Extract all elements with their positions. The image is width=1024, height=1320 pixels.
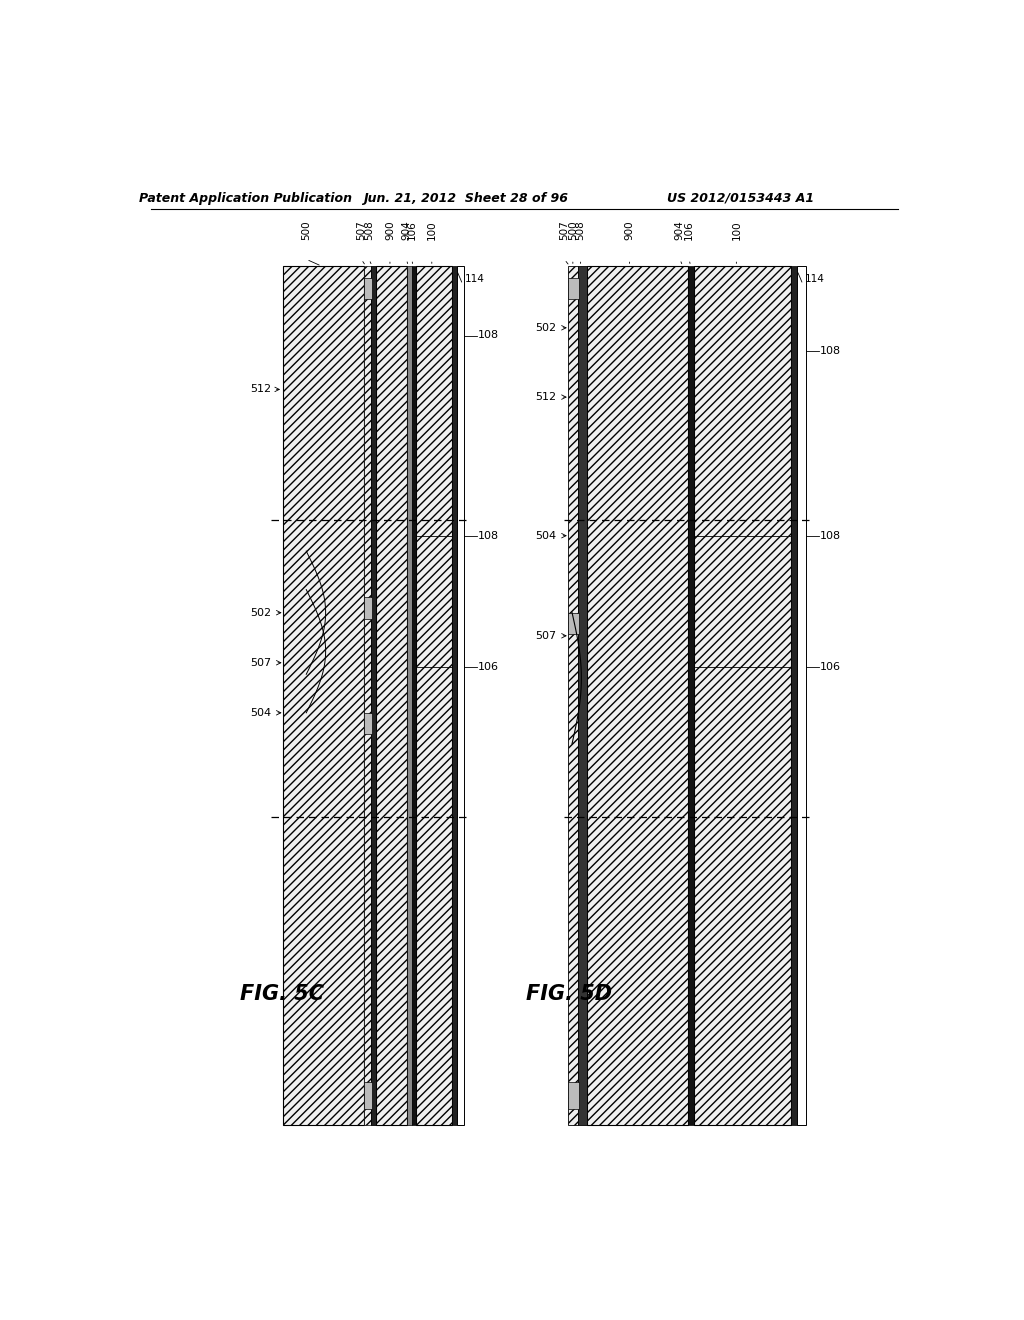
Bar	[797, 267, 806, 1125]
Text: US 2012/0153443 A1: US 2012/0153443 A1	[667, 191, 814, 205]
Text: 507: 507	[559, 220, 569, 240]
Bar	[568, 277, 579, 300]
Bar	[364, 713, 372, 734]
Text: 904: 904	[401, 220, 412, 240]
Text: 904: 904	[675, 220, 685, 240]
Text: 508: 508	[575, 220, 586, 240]
Text: FIG. 5D: FIG. 5D	[525, 983, 611, 1003]
Text: 508: 508	[364, 220, 374, 240]
Bar	[457, 267, 464, 1125]
Text: 500: 500	[301, 220, 311, 240]
Bar	[364, 1082, 372, 1109]
Text: 504: 504	[536, 531, 557, 541]
Bar	[587, 267, 687, 1125]
Bar	[364, 598, 372, 619]
Text: 502: 502	[536, 323, 557, 333]
Text: 500: 500	[568, 220, 578, 240]
Bar	[407, 267, 412, 1125]
Text: 504: 504	[250, 708, 271, 718]
Bar	[687, 267, 693, 1125]
Bar	[364, 277, 372, 300]
Bar	[568, 267, 578, 1125]
Bar	[791, 267, 797, 1125]
Bar	[578, 267, 587, 1125]
Text: 507: 507	[536, 631, 557, 640]
Text: Patent Application Publication: Patent Application Publication	[139, 191, 352, 205]
Text: 106: 106	[684, 220, 694, 240]
Bar	[376, 267, 407, 1125]
Text: 100: 100	[427, 220, 437, 240]
Bar	[371, 267, 376, 1125]
Text: 512: 512	[250, 384, 271, 395]
Text: 900: 900	[385, 220, 395, 240]
Text: 106: 106	[478, 661, 500, 672]
Text: 507: 507	[356, 220, 367, 240]
Text: 114: 114	[464, 273, 484, 284]
Text: 100: 100	[731, 220, 741, 240]
Bar	[693, 267, 791, 1125]
Bar	[283, 267, 365, 1125]
Text: 900: 900	[625, 220, 635, 240]
Text: Jun. 21, 2012  Sheet 28 of 96: Jun. 21, 2012 Sheet 28 of 96	[362, 191, 567, 205]
Bar	[365, 267, 371, 1125]
Text: 114: 114	[805, 273, 824, 284]
Text: 507: 507	[250, 657, 271, 668]
Bar	[568, 1082, 579, 1109]
Text: 502: 502	[250, 607, 271, 618]
Text: 106: 106	[407, 220, 417, 240]
Text: 106: 106	[820, 661, 841, 672]
Text: 108: 108	[820, 346, 841, 356]
Bar	[452, 267, 457, 1125]
Text: 512: 512	[536, 392, 557, 403]
Text: FIG. 5C: FIG. 5C	[241, 983, 325, 1003]
Text: 108: 108	[478, 330, 500, 341]
Bar	[568, 612, 579, 635]
Bar	[412, 267, 417, 1125]
Text: 108: 108	[478, 531, 500, 541]
Bar	[417, 267, 452, 1125]
Text: 108: 108	[820, 531, 841, 541]
